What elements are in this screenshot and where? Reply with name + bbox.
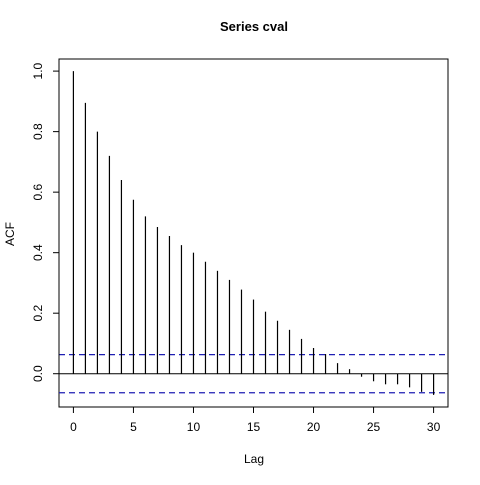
x-axis: 0 5 10 15 20 25 30 (70, 406, 441, 434)
x-tick-label-25: 25 (367, 420, 381, 434)
y-tick-label-1: 1.0 (31, 62, 45, 79)
x-tick-label-5: 5 (130, 420, 137, 434)
y-tick-label-0.4: 0.4 (31, 244, 45, 261)
chart-title: Series cval (220, 19, 288, 34)
x-tick-label-10: 10 (187, 420, 201, 434)
y-tick-label-0.8: 0.8 (31, 123, 45, 140)
x-tick-label-15: 15 (247, 420, 261, 434)
y-tick-label-0: 0.0 (31, 365, 45, 382)
x-tick-label-20: 20 (307, 420, 321, 434)
x-tick-label-30: 30 (427, 420, 441, 434)
y-axis: 0.0 0.2 0.4 0.6 0.8 1.0 (31, 62, 60, 382)
x-axis-label: Lag (244, 452, 264, 466)
x-tick-label-0: 0 (70, 420, 77, 434)
y-tick-label-0.2: 0.2 (31, 305, 45, 322)
chart-marks (59, 71, 448, 395)
y-axis-label: ACF (3, 222, 17, 246)
y-tick-label-0.6: 0.6 (31, 183, 45, 200)
